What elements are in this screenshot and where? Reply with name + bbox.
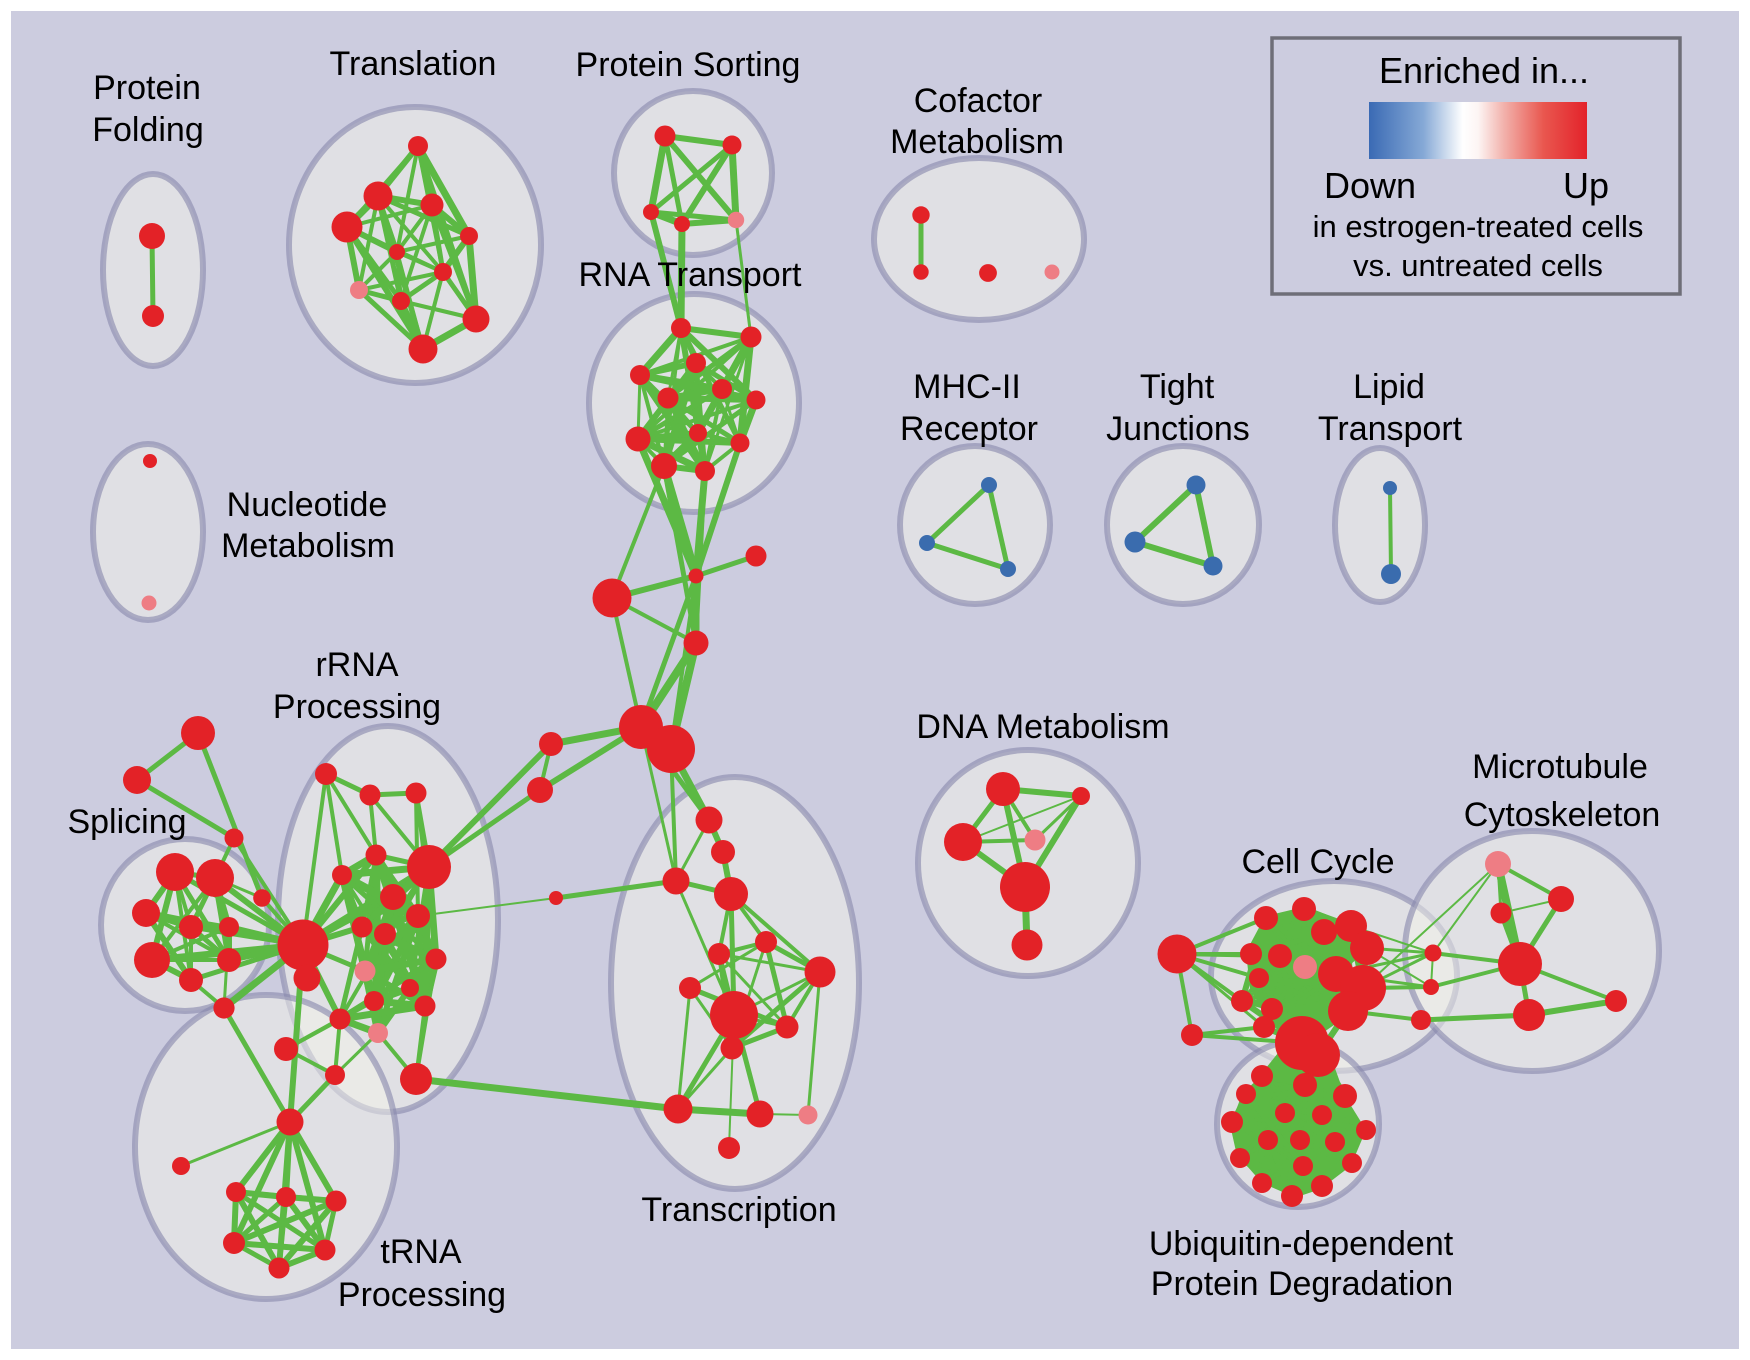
svg-text:Transcription: Transcription (641, 1191, 836, 1229)
svg-text:RNA Transport: RNA Transport (579, 256, 803, 294)
svg-text:Protein Degradation: Protein Degradation (1151, 1265, 1453, 1303)
svg-text:rRNA: rRNA (315, 646, 398, 684)
svg-text:Nucleotide: Nucleotide (227, 486, 388, 524)
svg-text:Enriched in...: Enriched in... (1379, 50, 1589, 91)
svg-text:Receptor: Receptor (900, 410, 1038, 448)
svg-text:tRNA: tRNA (380, 1233, 462, 1271)
svg-text:Metabolism: Metabolism (890, 123, 1064, 161)
svg-text:in estrogen-treated cells: in estrogen-treated cells (1313, 209, 1644, 244)
svg-text:Folding: Folding (92, 111, 204, 149)
svg-text:Tight: Tight (1140, 368, 1215, 406)
svg-text:Protein: Protein (93, 69, 201, 107)
svg-text:Cofactor: Cofactor (914, 82, 1043, 120)
svg-text:Metabolism: Metabolism (221, 527, 395, 565)
svg-text:Splicing: Splicing (67, 803, 186, 841)
svg-text:Translation: Translation (330, 45, 497, 83)
svg-text:Ubiquitin-dependent: Ubiquitin-dependent (1149, 1225, 1454, 1263)
svg-text:Transport: Transport (1318, 410, 1463, 448)
svg-text:DNA Metabolism: DNA Metabolism (916, 708, 1169, 746)
svg-text:Cell Cycle: Cell Cycle (1241, 843, 1394, 881)
svg-text:Junctions: Junctions (1106, 410, 1250, 448)
svg-text:Lipid: Lipid (1353, 368, 1425, 406)
svg-text:vs. untreated cells: vs. untreated cells (1353, 248, 1603, 283)
svg-text:Cytoskeleton: Cytoskeleton (1464, 796, 1661, 834)
svg-text:MHC-II: MHC-II (913, 368, 1021, 406)
svg-text:Protein Sorting: Protein Sorting (576, 46, 801, 84)
svg-text:Up: Up (1563, 165, 1609, 206)
svg-text:Processing: Processing (338, 1276, 506, 1314)
svg-text:Down: Down (1324, 165, 1416, 206)
svg-text:Microtubule: Microtubule (1472, 748, 1648, 786)
svg-text:Processing: Processing (273, 688, 441, 726)
